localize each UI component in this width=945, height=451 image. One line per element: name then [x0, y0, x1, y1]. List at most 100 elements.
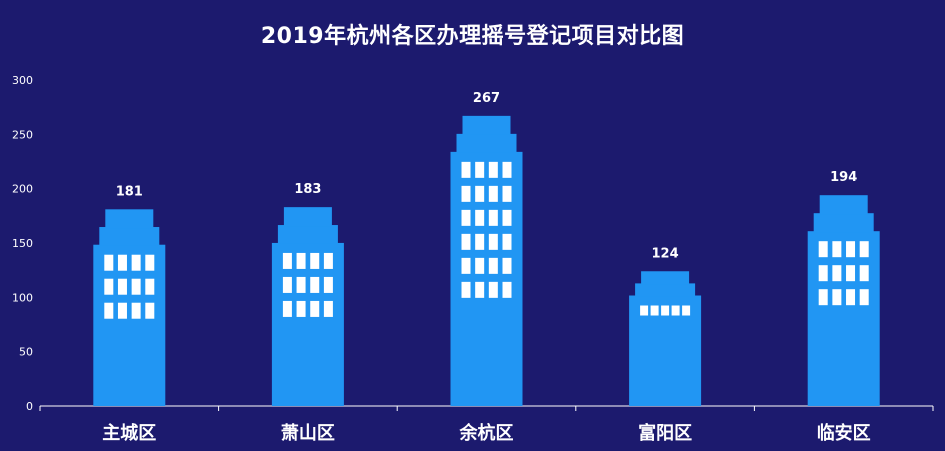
bar-window	[859, 289, 869, 306]
bar	[629, 271, 702, 406]
bar-window	[488, 281, 498, 298]
bar	[271, 207, 344, 406]
bar-window	[296, 300, 306, 317]
bar-window	[461, 161, 471, 178]
bar-tier	[456, 133, 517, 153]
bar-window	[131, 278, 141, 295]
bar-window	[310, 276, 320, 293]
x-tick-label: 余杭区	[459, 422, 514, 444]
bar-window	[104, 278, 114, 295]
bar-window	[475, 257, 485, 274]
bar-tier	[813, 213, 874, 233]
x-tick-label: 主城区	[102, 422, 156, 444]
bar-window	[323, 276, 333, 293]
bar-window	[502, 281, 512, 298]
bar-window	[818, 241, 828, 258]
bar-window	[488, 233, 498, 250]
y-tick-label: 250	[12, 128, 33, 141]
bar-body	[450, 151, 523, 406]
bar-window	[461, 281, 471, 298]
bar-window	[832, 289, 842, 306]
bar-window	[818, 265, 828, 282]
bar-window	[131, 302, 141, 319]
bar-top	[283, 207, 332, 227]
y-tick-label: 50	[19, 346, 33, 359]
bar-window	[846, 289, 856, 306]
chart-title: 2019年杭州各区办理摇号登记项目对比图	[260, 24, 685, 49]
bars	[93, 115, 880, 406]
bar-window	[502, 233, 512, 250]
bar-window	[475, 209, 485, 226]
bar	[450, 115, 523, 406]
bar-window	[461, 257, 471, 274]
bar-window	[310, 252, 320, 269]
bar-window	[671, 305, 680, 316]
bar-tier	[99, 227, 160, 246]
x-axis: 主城区 萧山区 余杭区 富阳区 临安区	[39, 405, 934, 444]
bar-window	[323, 252, 333, 269]
bar-window	[104, 254, 114, 271]
data-label: 267	[473, 91, 500, 106]
bar-window	[475, 161, 485, 178]
bar-window	[296, 252, 306, 269]
bar-window	[145, 302, 155, 319]
bar-window	[296, 276, 306, 293]
bar-window	[818, 289, 828, 306]
bar-top	[462, 115, 511, 135]
bar-window	[282, 252, 292, 269]
bar-window	[859, 241, 869, 258]
bar-window	[104, 302, 114, 319]
bar-window	[131, 254, 141, 271]
bar-window	[859, 265, 869, 282]
data-label: 194	[830, 170, 857, 185]
x-tick-label: 富阳区	[638, 422, 692, 444]
bar-window	[310, 300, 320, 317]
bar-window	[461, 209, 471, 226]
bar-window	[682, 305, 691, 316]
bar-body	[807, 231, 880, 406]
bar	[807, 195, 880, 406]
bar-window	[461, 185, 471, 202]
bar-window	[461, 233, 471, 250]
bar-window	[475, 185, 485, 202]
bar-window	[282, 300, 292, 317]
bar-window	[145, 254, 155, 271]
x-tick-label: 临安区	[817, 422, 871, 444]
data-label: 124	[652, 246, 679, 261]
bar-window	[650, 305, 659, 316]
bar-window	[117, 278, 127, 295]
bar-window	[846, 241, 856, 258]
bar-window	[488, 161, 498, 178]
bar-window	[145, 278, 155, 295]
bar-window	[282, 276, 292, 293]
data-label: 183	[294, 182, 321, 197]
bar-window	[661, 305, 670, 316]
bar-top	[105, 209, 154, 229]
bar-window	[832, 241, 842, 258]
bar-body	[271, 242, 344, 406]
bar-window	[502, 161, 512, 178]
bar-window	[117, 254, 127, 271]
bar-window	[640, 305, 649, 316]
bar-window	[502, 257, 512, 274]
bar-tier	[277, 225, 338, 244]
bar-window	[117, 302, 127, 319]
bar-window	[488, 257, 498, 274]
bar-window	[475, 233, 485, 250]
bar-top	[819, 195, 868, 215]
bar-tier	[635, 283, 696, 297]
y-tick-label: 300	[12, 74, 33, 87]
x-tick-label: 萧山区	[281, 423, 335, 444]
bar-window	[846, 265, 856, 282]
data-label: 181	[116, 184, 143, 199]
y-axis: 0 50 100 150 200 250 300	[12, 74, 33, 413]
y-tick-label: 200	[12, 183, 33, 196]
bar	[93, 209, 166, 406]
bar-window	[323, 300, 333, 317]
bar-window	[832, 265, 842, 282]
bar-window	[488, 209, 498, 226]
bar-body	[93, 244, 166, 406]
bar-window	[502, 185, 512, 202]
